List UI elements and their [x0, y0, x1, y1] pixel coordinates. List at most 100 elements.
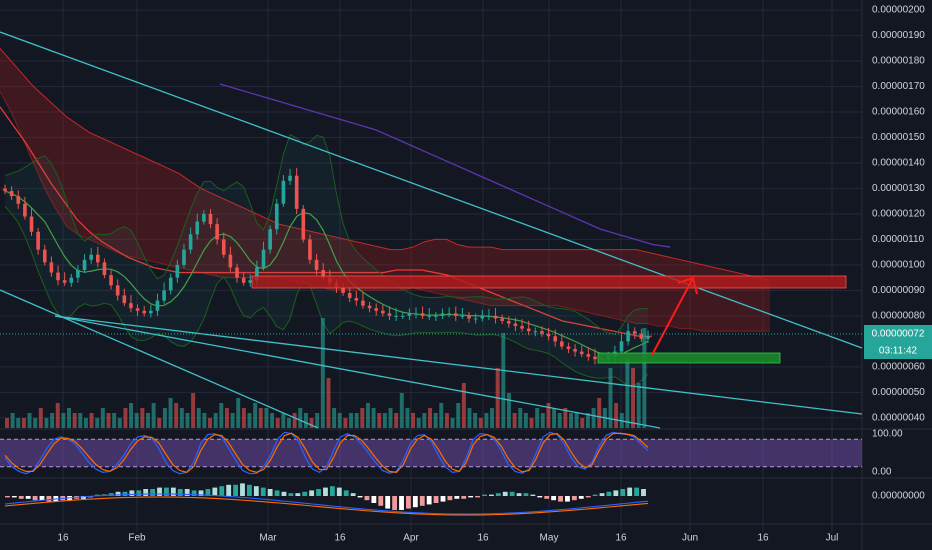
candle-body[interactable] — [487, 315, 491, 317]
candle-body[interactable] — [221, 239, 226, 255]
last-price-label[interactable]: 0.00000072 — [872, 329, 925, 340]
price-axis-label[interactable]: 0.00000050 — [872, 387, 925, 398]
candle-body[interactable] — [274, 203, 279, 230]
candle-body[interactable] — [235, 267, 239, 278]
trendline-support[interactable] — [54, 315, 863, 415]
candle-body[interactable] — [314, 259, 319, 271]
candle-body[interactable] — [16, 196, 21, 204]
candle-body[interactable] — [155, 300, 160, 311]
candle-body[interactable] — [149, 310, 153, 314]
time-axis-label[interactable]: Apr — [403, 533, 419, 544]
candle-body[interactable] — [619, 341, 624, 352]
candle-body[interactable] — [95, 254, 100, 263]
price-axis[interactable]: 0.00000200 0.00000190 0.00000180 0.00000170… — [864, 5, 932, 502]
candle-body[interactable] — [420, 313, 425, 316]
candle-body[interactable] — [533, 331, 538, 333]
trendline-descending-lower[interactable] — [0, 289, 319, 429]
candle-body[interactable] — [202, 213, 206, 222]
candle-body[interactable] — [261, 249, 266, 268]
candle-body[interactable] — [241, 277, 246, 283]
stochastic-pane[interactable] — [0, 431, 862, 475]
candle-body[interactable] — [76, 270, 80, 278]
candle-body[interactable] — [467, 315, 471, 319]
candle-body[interactable] — [69, 277, 74, 283]
price-axis-label[interactable]: 0.00000100 — [872, 260, 925, 271]
candle-body[interactable] — [89, 254, 93, 260]
last-price-badge[interactable] — [864, 325, 932, 343]
candle-body[interactable] — [367, 305, 372, 309]
candle-body[interactable] — [168, 277, 173, 291]
candle-body[interactable] — [208, 213, 213, 225]
candle-body[interactable] — [546, 333, 551, 337]
candle-body[interactable] — [453, 313, 458, 316]
candle-body[interactable] — [646, 336, 650, 339]
time-axis-label[interactable]: Feb — [128, 533, 146, 544]
candle-body[interactable] — [414, 313, 418, 315]
candle-body[interactable] — [560, 341, 564, 347]
candle-body[interactable] — [3, 188, 7, 192]
candle-body[interactable] — [513, 323, 518, 327]
trendline-base[interactable] — [54, 315, 661, 429]
candle-body[interactable] — [480, 315, 485, 319]
candle-body[interactable] — [593, 356, 597, 360]
candle-body[interactable] — [102, 262, 107, 276]
time-axis-label[interactable]: Mar — [259, 533, 277, 544]
candle-body[interactable] — [553, 336, 558, 342]
candle-body[interactable] — [188, 234, 193, 250]
price-axis-label[interactable]: 0.00000120 — [872, 209, 925, 220]
price-axis-label[interactable]: 0.00000080 — [872, 311, 925, 322]
candle-body[interactable] — [182, 249, 186, 265]
price-axis-label[interactable]: 0.00000180 — [872, 56, 925, 67]
time-axis-label[interactable]: 16 — [757, 533, 769, 544]
time-axis-label[interactable]: 16 — [57, 533, 69, 544]
candle-body[interactable] — [29, 216, 34, 232]
candle-body[interactable] — [579, 351, 584, 355]
candle-body[interactable] — [440, 313, 445, 316]
candle-body[interactable] — [321, 270, 325, 278]
candle-body[interactable] — [56, 272, 60, 281]
price-axis-label[interactable]: 0.00000190 — [872, 30, 925, 41]
candle-body[interactable] — [540, 331, 544, 334]
candle-body[interactable] — [632, 331, 637, 334]
candle-body[interactable] — [473, 318, 478, 320]
candle-body[interactable] — [434, 315, 438, 317]
candle-body[interactable] — [566, 346, 571, 350]
trendline-descending-upper[interactable] — [0, 31, 863, 349]
candle-body[interactable] — [135, 308, 140, 311]
candle-body[interactable] — [195, 221, 200, 235]
price-axis-label[interactable]: 0.00000130 — [872, 183, 925, 194]
resistance-zone[interactable] — [251, 275, 847, 289]
price-axis-label[interactable]: 0.00000150 — [872, 132, 925, 143]
candle-body[interactable] — [228, 254, 233, 268]
candle-body[interactable] — [42, 249, 47, 263]
candle-body[interactable] — [374, 308, 379, 311]
time-axis-label[interactable]: May — [540, 533, 559, 544]
candle-body[interactable] — [162, 290, 166, 301]
candle-body[interactable] — [115, 285, 120, 296]
candle-body[interactable] — [573, 349, 577, 352]
stoch-axis-label[interactable]: 0.00 — [872, 467, 892, 478]
price-axis-label[interactable]: 0.00000200 — [872, 5, 925, 16]
candle-body[interactable] — [347, 292, 352, 299]
candle-body[interactable] — [268, 229, 272, 250]
drawing-overlay[interactable] — [0, 31, 863, 429]
candle-body[interactable] — [122, 295, 127, 304]
price-axis-label[interactable]: 0.00000110 — [872, 234, 925, 245]
candle-body[interactable] — [62, 280, 67, 283]
candle-body[interactable] — [36, 231, 40, 250]
price-axis-label[interactable]: 0.00000160 — [872, 107, 925, 118]
candle-body[interactable] — [294, 175, 299, 209]
candle-body[interactable] — [142, 310, 147, 314]
candle-body[interactable] — [9, 191, 14, 197]
candle-body[interactable] — [520, 326, 524, 329]
candle-body[interactable] — [626, 331, 630, 342]
candle-body[interactable] — [394, 315, 398, 317]
time-axis-label[interactable]: 16 — [334, 533, 346, 544]
candle-body[interactable] — [129, 303, 133, 309]
candle-body[interactable] — [49, 262, 54, 273]
candle-body[interactable] — [427, 315, 432, 317]
time-axis[interactable]: 16 Feb Mar 16 Apr 16 May 16 Jun 16 Jul — [57, 533, 838, 544]
candle-body[interactable] — [288, 175, 292, 181]
support-zone[interactable] — [597, 352, 781, 364]
